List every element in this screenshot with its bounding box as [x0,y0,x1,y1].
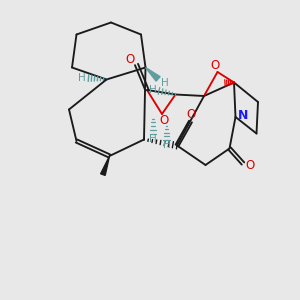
Text: H: H [163,140,170,150]
Text: N: N [238,109,248,122]
Polygon shape [146,68,160,81]
Text: H: H [149,134,157,144]
Text: O: O [211,59,220,72]
Text: O: O [187,107,196,121]
Text: O: O [125,52,134,66]
Text: H: H [149,85,157,95]
Polygon shape [100,156,109,176]
Text: O: O [159,113,168,127]
Text: O: O [245,159,254,172]
Text: H: H [78,73,86,83]
Text: H: H [161,78,169,88]
